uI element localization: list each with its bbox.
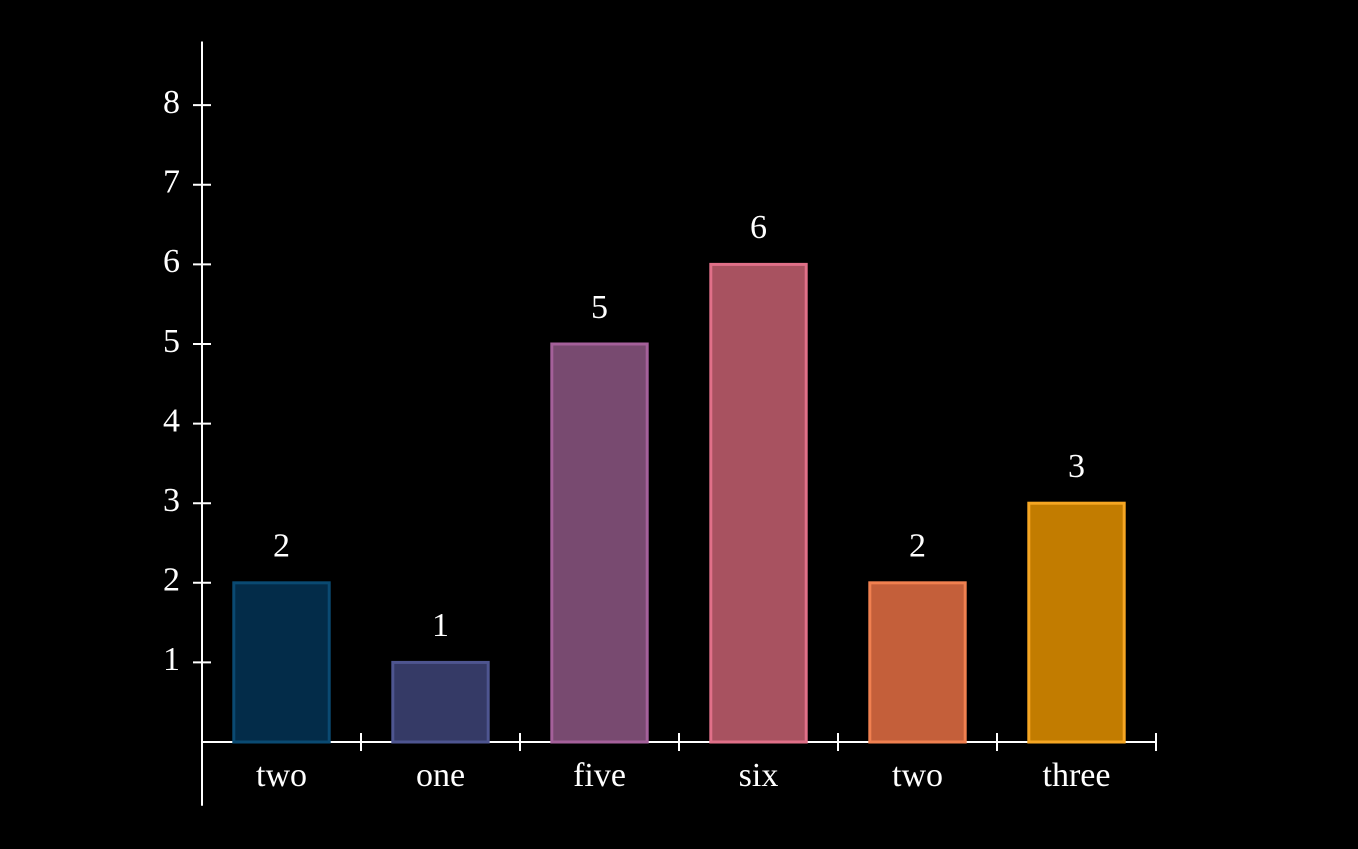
bar [1027,501,1126,744]
bar [868,581,967,744]
y-tick-label: 2 [163,562,180,599]
value-label: 6 [750,209,767,246]
x-tick-label: two [256,757,307,794]
value-label: 2 [273,528,290,565]
x-tick-label: three [1043,757,1111,794]
y-tick-label: 6 [163,243,180,280]
x-tick-label: six [739,757,779,794]
bar [391,660,490,744]
y-tick-label: 7 [163,164,180,201]
x-tick-label: one [416,757,465,794]
bar [550,342,649,744]
bar [232,581,331,744]
value-label: 1 [432,607,449,644]
y-tick-label: 8 [163,84,180,121]
y-tick-label: 5 [163,323,180,360]
x-tick-label: five [573,757,626,794]
value-label: 2 [909,528,926,565]
y-tick-label: 4 [163,402,180,439]
value-label: 5 [591,289,608,326]
y-tick-label: 1 [163,641,180,678]
bar [709,262,808,744]
y-tick-label: 3 [163,482,180,519]
value-label: 3 [1068,448,1085,485]
x-tick-label: two [892,757,943,794]
